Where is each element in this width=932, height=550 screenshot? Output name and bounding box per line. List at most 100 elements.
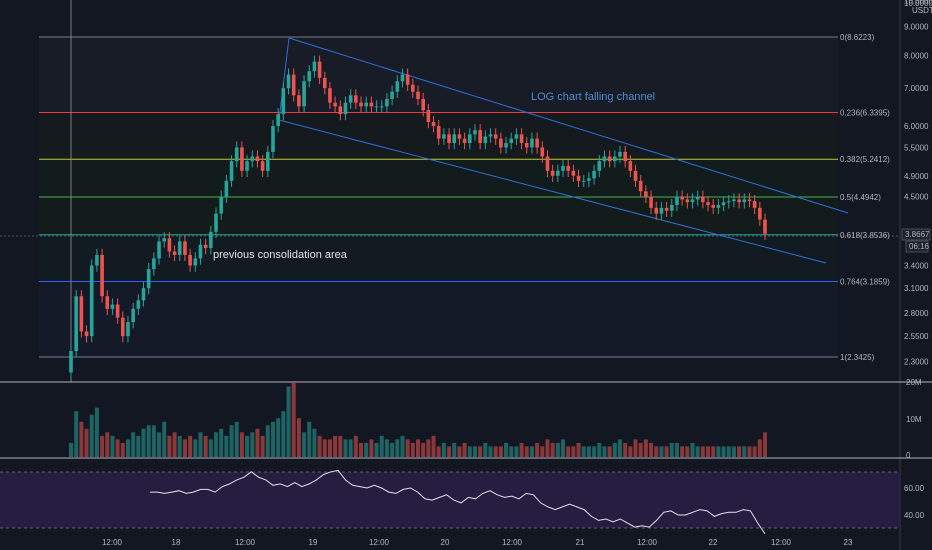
- candle-body: [374, 106, 379, 108]
- volume-bar: [617, 439, 622, 457]
- candle-body: [214, 213, 218, 232]
- volume-bar: [395, 439, 400, 457]
- volume-bar: [597, 442, 602, 457]
- rsi-line[interactable]: [150, 469, 766, 535]
- channel-annotation[interactable]: LOG chart falling channel: [531, 91, 655, 103]
- volume-bar: [250, 432, 255, 457]
- fib-retracement[interactable]: 0(8.6223) 0.236(6.3395) 0.382(5.2412) 0.5(4…: [39, 33, 890, 362]
- volume-bar: [607, 446, 612, 457]
- candle-body: [732, 199, 736, 202]
- candle-body: [405, 74, 410, 85]
- volume-bar: [586, 446, 591, 457]
- candle-body: [110, 304, 115, 309]
- volume-bar: [327, 439, 332, 457]
- candle-body: [276, 114, 280, 127]
- volume-bar: [379, 435, 384, 457]
- volume-bar: [540, 446, 545, 457]
- volume-bar: [390, 442, 395, 457]
- fib-zone: [39, 196, 838, 235]
- candle-body: [499, 138, 503, 148]
- volume-bar: [265, 425, 270, 457]
- candle-body: [240, 147, 244, 171]
- volume-bar: [353, 435, 358, 457]
- candle-body: [442, 134, 446, 139]
- time-axis[interactable]: 12:00 18 12:00 19 12:00 20 12:00 21 12:00 22 12:00…: [102, 538, 853, 547]
- volume-bar: [100, 435, 105, 457]
- candle-body: [271, 126, 275, 152]
- candle-body: [514, 134, 519, 139]
- time-tick-label: 12:00: [369, 538, 390, 547]
- candle-body: [680, 196, 684, 200]
- volume-bar: [198, 432, 203, 457]
- falling-channel[interactable]: [278, 37, 849, 264]
- volume-bar: [721, 446, 726, 457]
- fib-level-label: 0.618(3.8536): [840, 231, 890, 240]
- candle-body: [550, 170, 555, 176]
- candle-body: [721, 202, 726, 206]
- volume-bar: [514, 446, 519, 457]
- candle-body: [250, 156, 255, 162]
- candle-body: [141, 288, 146, 301]
- volume-series[interactable]: [69, 383, 767, 457]
- candle-body: [131, 308, 135, 323]
- candle-body: [545, 156, 550, 171]
- volume-bar: [182, 439, 187, 457]
- volume-bar: [416, 439, 420, 457]
- candle-body: [354, 95, 358, 103]
- candle-body: [649, 196, 653, 208]
- price-axis[interactable]: 2.3000 2.5500 2.8000 3.1000 3.4000 4.5000 4.90…: [899, 0, 932, 550]
- volume-bar: [125, 439, 130, 457]
- candle-body: [752, 201, 757, 208]
- volume-bar: [260, 435, 265, 457]
- time-tick-label: 20: [441, 538, 450, 547]
- last-price-value: 3.8667: [905, 230, 930, 239]
- volume-bar: [763, 432, 767, 457]
- consolidation-annotation[interactable]: previous consolidation area: [213, 249, 348, 261]
- fib-zone: [39, 37, 838, 113]
- fib-level-label: 0.382(5.2412): [840, 155, 890, 164]
- price-tick-label: 8.0000: [904, 51, 929, 60]
- candle-body: [146, 269, 151, 289]
- volume-bar: [457, 446, 462, 457]
- volume-bar: [426, 439, 431, 457]
- volume-bar: [561, 439, 566, 457]
- volume-bar: [493, 446, 498, 457]
- candle-body: [509, 138, 514, 143]
- volume-bar: [410, 442, 415, 457]
- volume-bar: [535, 442, 540, 457]
- candle-body: [333, 102, 337, 107]
- volume-bar: [224, 435, 229, 457]
- volume-bar: [400, 435, 405, 457]
- candle-body: [312, 61, 317, 72]
- volume-bar: [255, 428, 260, 457]
- volume-bar: [188, 435, 193, 457]
- volume-bar: [115, 439, 120, 457]
- candle-body: [364, 102, 369, 107]
- volume-bar: [504, 442, 509, 457]
- candle-body: [716, 205, 721, 208]
- candle-body: [607, 156, 612, 162]
- candle-body: [79, 296, 84, 332]
- volume-bar: [467, 446, 472, 457]
- volume-bar: [726, 446, 731, 457]
- candle-body: [89, 265, 94, 337]
- candle-body: [400, 74, 405, 82]
- volume-bar: [669, 442, 674, 457]
- channel-upper-line[interactable]: [288, 37, 849, 214]
- candle-body: [576, 175, 581, 181]
- candlestick-series[interactable]: [69, 55, 767, 379]
- volume-bar: [151, 425, 156, 457]
- candle-body: [100, 254, 104, 297]
- volume-bar: [359, 442, 364, 457]
- volume-bar: [286, 386, 291, 457]
- volume-axis-label: 0: [906, 451, 911, 460]
- candle-body: [369, 102, 374, 107]
- volume-bar: [716, 446, 721, 457]
- candle-body: [535, 138, 539, 148]
- candle-body: [493, 134, 498, 139]
- channel-lower-line[interactable]: [278, 119, 827, 264]
- volume-bar: [343, 439, 348, 457]
- candle-body: [167, 238, 172, 252]
- volume-bar: [157, 432, 162, 457]
